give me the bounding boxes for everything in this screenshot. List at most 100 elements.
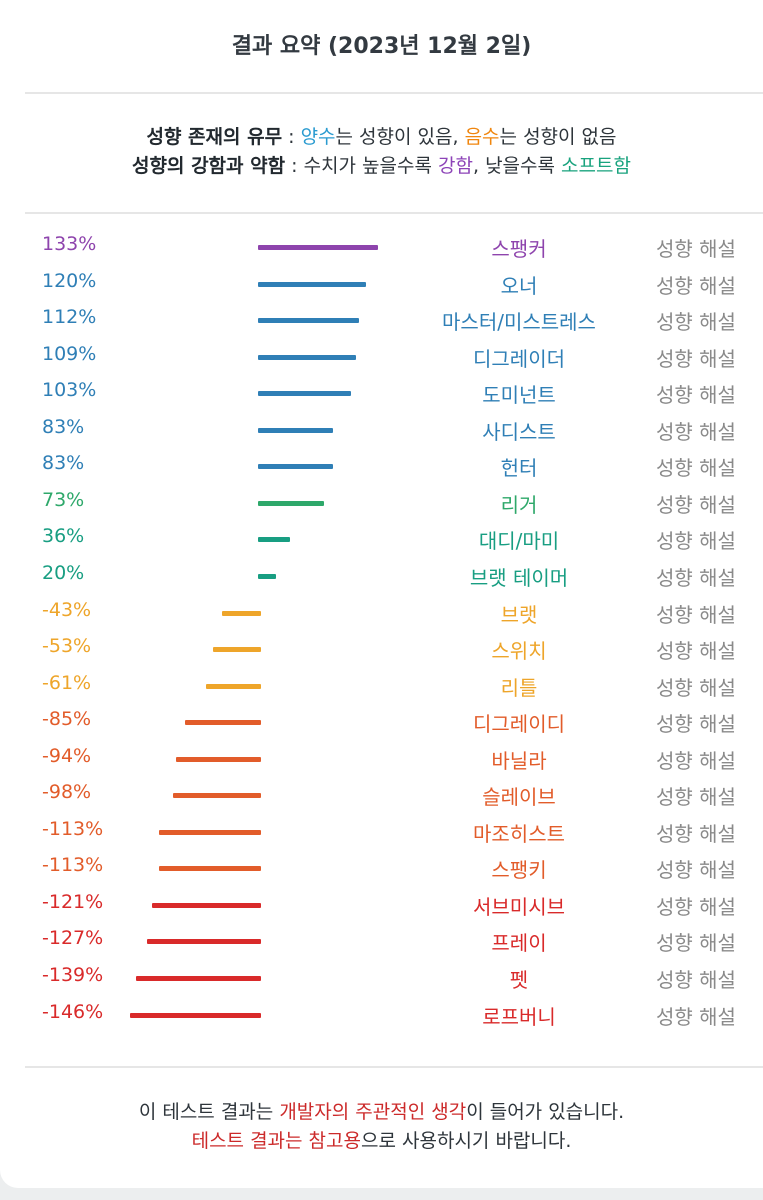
explain-link[interactable]: 성향 해설 <box>656 310 736 335</box>
result-bar <box>152 902 261 908</box>
explain-link[interactable]: 성향 해설 <box>656 346 736 371</box>
result-row: -43% 브랫 성향 해설 <box>0 597 763 633</box>
result-percent: 103% <box>42 379 97 402</box>
explain-link[interactable]: 성향 해설 <box>656 894 736 919</box>
result-row: 112% 마스터/미스트레스 성향 해설 <box>0 304 763 340</box>
legend-text: 는 성향이 있음, <box>335 126 465 148</box>
result-name: 로프버니 <box>482 1004 556 1029</box>
result-percent: -98% <box>42 781 92 804</box>
result-row: 120% 오너 성향 해설 <box>0 268 763 304</box>
result-percent: -94% <box>42 744 92 767</box>
result-row: 36% 대디/마미 성향 해설 <box>0 523 763 559</box>
result-row: 83% 사디스트 성향 해설 <box>0 414 763 450</box>
legend-line-2: 성향의 강함과 약함 : 수치가 높을수록 강함, 낮을수록 소프트함 <box>0 151 763 178</box>
result-row: 109% 디그레이더 성향 해설 <box>0 341 763 377</box>
result-bar <box>258 318 359 324</box>
result-percent: -127% <box>42 927 104 950</box>
explain-link[interactable]: 성향 해설 <box>656 821 736 846</box>
result-percent: 109% <box>42 342 97 365</box>
result-bar <box>258 391 351 397</box>
legend-soft: 소프트함 <box>561 155 631 177</box>
result-name: 헌터 <box>500 456 538 481</box>
legend-strong: 강함 <box>438 155 473 177</box>
result-name: 도미넌트 <box>482 383 556 408</box>
explain-link[interactable]: 성향 해설 <box>656 785 736 810</box>
explain-link[interactable]: 성향 해설 <box>656 712 736 737</box>
legend-negative: 음수 <box>464 126 500 148</box>
result-percent: 83% <box>42 415 85 438</box>
result-bar <box>258 500 324 506</box>
explain-link[interactable]: 성향 해설 <box>656 931 736 956</box>
result-row: -53% 스위치 성향 해설 <box>0 633 763 669</box>
disclaimer-text: 이 들어가 있습니다. <box>466 1101 625 1123</box>
result-bar <box>159 829 261 835</box>
result-row: 83% 헌터 성향 해설 <box>0 450 763 486</box>
result-name: 스팽키 <box>491 858 547 883</box>
explain-link[interactable]: 성향 해설 <box>656 968 736 992</box>
result-bar <box>258 245 378 250</box>
result-name: 브랫 테이머 <box>469 566 569 590</box>
result-percent: -43% <box>42 598 92 621</box>
result-bar <box>258 574 276 579</box>
explain-link[interactable]: 성향 해설 <box>656 602 736 627</box>
explain-link[interactable]: 성향 해설 <box>656 419 736 444</box>
result-name: 프레이 <box>491 931 547 956</box>
legend-line-1: 성향 존재의 유무 : 양수는 성향이 있음, 음수는 성향이 없음 <box>0 122 763 149</box>
result-name: 마스터/미스트레스 <box>442 310 596 335</box>
result-percent: 73% <box>42 488 85 511</box>
legend-text: , 낮을수록 <box>473 155 562 177</box>
explain-link[interactable]: 성향 해설 <box>656 529 736 554</box>
result-name: 펫 <box>509 968 529 992</box>
explain-link[interactable]: 성향 해설 <box>656 675 736 700</box>
result-percent: -85% <box>42 708 92 731</box>
result-bar <box>159 866 261 872</box>
result-bar <box>222 610 261 616</box>
divider-legend <box>25 212 763 214</box>
legend-label-strength: 성향의 강함과 약함 <box>132 155 286 177</box>
result-bar <box>258 427 333 433</box>
divider-bottom <box>25 1066 763 1068</box>
result-percent: -113% <box>42 817 104 840</box>
result-name: 바닐라 <box>491 748 547 773</box>
result-bar <box>258 354 357 360</box>
result-row: -127% 프레이 성향 해설 <box>0 925 763 961</box>
result-row: -113% 스팽키 성향 해설 <box>0 852 763 888</box>
result-row: -113% 마조히스트 성향 해설 <box>0 816 763 852</box>
legend-label-existence: 성향 존재의 유무 <box>146 126 283 148</box>
result-row: 133% 스팽커 성향 해설 <box>0 231 763 267</box>
result-name: 슬레이브 <box>482 785 556 810</box>
result-name: 대디/마미 <box>478 529 560 554</box>
legend-positive: 양수 <box>300 126 336 148</box>
result-bar <box>184 720 261 726</box>
result-row: -139% 펫 성향 해설 <box>0 962 763 998</box>
result-name: 디그레이더 <box>473 346 565 371</box>
result-bar <box>258 281 366 287</box>
result-bar <box>206 683 261 689</box>
explain-link[interactable]: 성향 해설 <box>656 273 736 298</box>
explain-link[interactable]: 성향 해설 <box>656 858 736 883</box>
result-row: -94% 바닐라 성향 해설 <box>0 743 763 779</box>
result-row: -98% 슬레이브 성향 해설 <box>0 779 763 815</box>
result-percent: 83% <box>42 452 85 475</box>
result-percent: -61% <box>42 671 92 694</box>
result-row: -61% 리틀 성향 해설 <box>0 670 763 706</box>
disclaimer-line-1: 이 테스트 결과는 개발자의 주관적인 생각이 들어가 있습니다. <box>0 1097 763 1124</box>
disclaimer-line-2: 테스트 결과는 참고용으로 사용하시기 바랍니다. <box>0 1126 763 1153</box>
explain-link[interactable]: 성향 해설 <box>656 748 736 773</box>
result-bar <box>172 793 261 799</box>
explain-link[interactable]: 성향 해설 <box>656 237 736 261</box>
result-percent: 20% <box>42 562 85 584</box>
explain-link[interactable]: 성향 해설 <box>656 566 736 590</box>
explain-link[interactable]: 성향 해설 <box>656 456 736 481</box>
result-name: 서브미시브 <box>473 894 565 919</box>
result-name: 디그레이디 <box>473 712 565 737</box>
explain-link[interactable]: 성향 해설 <box>656 383 736 408</box>
explain-link[interactable]: 성향 해설 <box>656 492 736 517</box>
result-percent: 120% <box>42 269 97 292</box>
result-name: 스위치 <box>491 639 547 663</box>
result-percent: 133% <box>42 233 97 255</box>
result-bar <box>146 939 261 945</box>
explain-link[interactable]: 성향 해설 <box>656 1004 736 1029</box>
result-percent: 112% <box>42 306 97 329</box>
explain-link[interactable]: 성향 해설 <box>656 639 736 663</box>
